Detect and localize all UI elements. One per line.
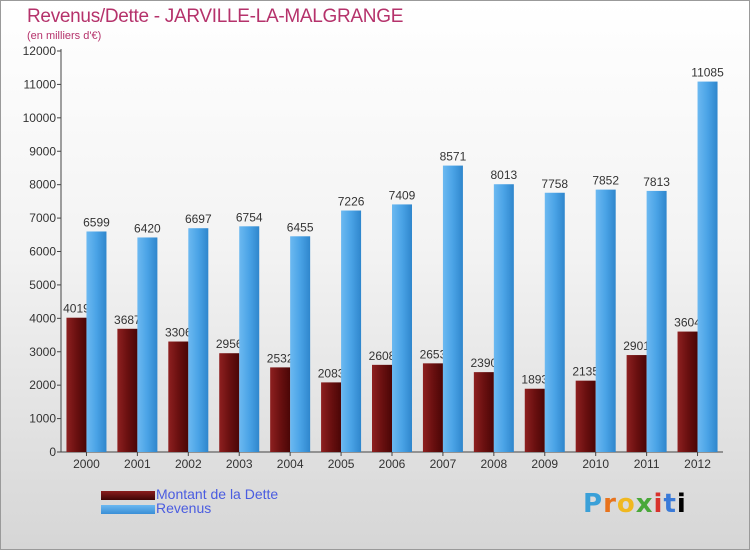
data-label-dette: 2532 (267, 351, 294, 365)
data-label-dette: 1893 (521, 373, 548, 387)
bar-revenus (137, 237, 158, 452)
bar-dette (422, 363, 443, 452)
bar-dette (524, 388, 545, 452)
y-tick-label: 12000 (23, 44, 57, 58)
x-tick-label: 2001 (124, 457, 151, 471)
y-tick-label: 9000 (29, 144, 56, 158)
data-label-revenus: 7813 (643, 175, 670, 189)
chart-title: Revenus/Dette - JARVILLE-LA-MALGRANGE (27, 6, 404, 27)
x-tick-label: 2000 (73, 457, 100, 471)
data-label-revenus: 7226 (338, 195, 365, 209)
data-label-dette: 2653 (420, 347, 447, 361)
data-label-dette: 3306 (165, 326, 192, 340)
bar-revenus (646, 190, 667, 452)
y-tick-label: 3000 (29, 345, 56, 359)
data-label-dette: 2901 (623, 339, 650, 353)
y-tick-label: 5000 (29, 278, 56, 292)
bar-revenus (239, 226, 260, 452)
data-label-revenus: 6455 (287, 220, 314, 234)
legend-label-revenus: Revenus (156, 500, 212, 516)
legend-label-dette: Montant de la Dette (156, 486, 279, 502)
data-label-revenus: 6420 (134, 221, 161, 235)
data-label-dette: 4019 (63, 302, 90, 316)
bar-dette (117, 328, 138, 452)
data-label-revenus: 7758 (541, 177, 568, 191)
data-label-revenus: 8571 (440, 150, 467, 164)
y-tick-label: 10000 (23, 111, 57, 125)
legend-swatch-dette (101, 491, 155, 500)
x-tick-label: 2012 (684, 457, 711, 471)
y-tick-label: 2000 (29, 378, 56, 392)
x-tick-label: 2011 (634, 457, 660, 471)
y-tick-label: 8000 (29, 178, 56, 192)
bar-dette (575, 380, 596, 452)
bar-dette (321, 382, 342, 452)
bar-dette (372, 364, 392, 452)
data-label-dette: 2608 (369, 349, 396, 363)
bar-dette (626, 355, 647, 452)
bar-revenus (188, 228, 209, 452)
y-tick-label: 1000 (29, 412, 56, 426)
data-label-dette: 2083 (318, 366, 345, 380)
data-label-dette: 3604 (674, 316, 701, 330)
bar-revenus (86, 231, 107, 452)
data-label-dette: 3687 (114, 313, 141, 327)
bar-revenus (442, 165, 463, 452)
proxiti-logo: Proxiti (583, 489, 687, 519)
bar-revenus (544, 192, 565, 453)
x-tick-label: 2009 (531, 457, 558, 471)
bar-dette (473, 372, 494, 452)
x-tick-label: 2003 (226, 457, 253, 471)
data-label-dette: 2956 (216, 337, 243, 351)
bar-dette (168, 341, 189, 452)
bar-dette (219, 353, 240, 452)
bar-dette (66, 317, 87, 452)
legend-swatch-revenus (101, 505, 155, 514)
y-tick-label: 6000 (29, 245, 56, 259)
bar-revenus (697, 81, 718, 453)
bar-revenus (290, 236, 311, 452)
x-tick-label: 2010 (582, 457, 609, 471)
y-tick-label: 11000 (24, 77, 57, 91)
y-tick-label: 7000 (29, 211, 56, 225)
bar-revenus (595, 189, 616, 452)
bar-dette (270, 367, 291, 452)
x-tick-label: 2002 (175, 457, 202, 471)
data-label-revenus: 6599 (83, 215, 110, 229)
data-label-dette: 2135 (572, 365, 599, 379)
bar-dette (677, 331, 698, 452)
data-label-revenus: 6697 (185, 212, 212, 226)
y-tick-label: 0 (49, 445, 56, 459)
bar-revenus (341, 210, 362, 452)
data-label-revenus: 6754 (236, 210, 263, 224)
x-tick-label: 2006 (379, 457, 406, 471)
data-label-revenus: 11085 (691, 66, 724, 80)
data-label-revenus: 7852 (592, 174, 619, 188)
bar-revenus (392, 204, 412, 452)
x-tick-label: 2007 (430, 457, 457, 471)
x-tick-label: 2004 (277, 457, 304, 471)
chart-subtitle: (en milliers d'€) (27, 30, 102, 42)
x-tick-label: 2008 (480, 457, 507, 471)
data-label-revenus: 8013 (490, 168, 517, 182)
x-tick-label: 2005 (328, 457, 355, 471)
data-label-revenus: 7409 (389, 188, 416, 202)
data-label-dette: 2390 (470, 356, 497, 370)
bar-revenus (493, 184, 514, 453)
y-tick-label: 4000 (29, 311, 56, 325)
